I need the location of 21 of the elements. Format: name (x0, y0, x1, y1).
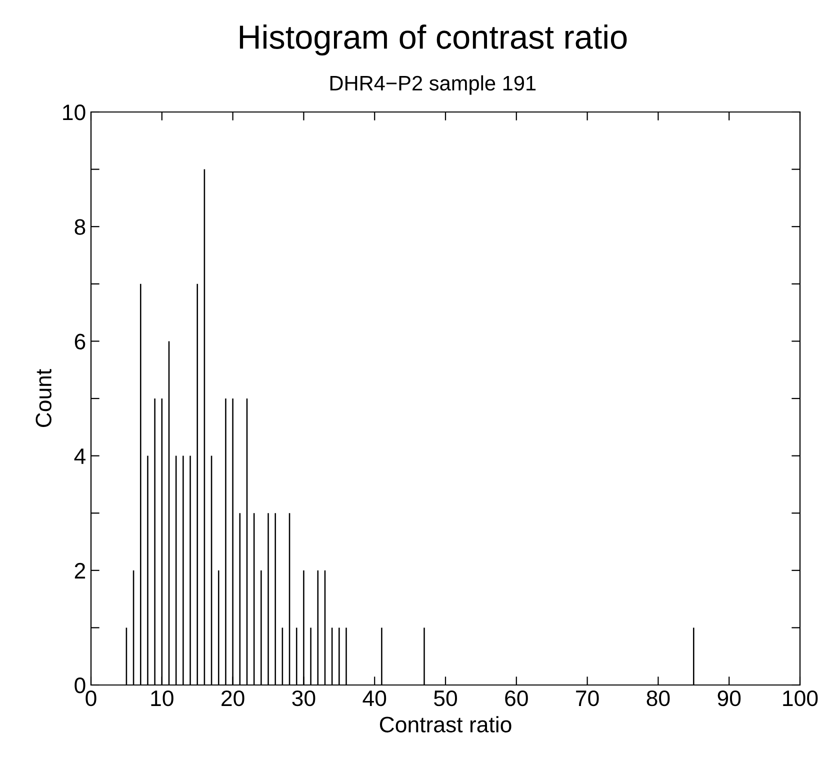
x-axis-title: Contrast ratio (380, 716, 512, 732)
chart-subtitle: DHR4−P2 sample 191 (330, 75, 536, 95)
x-tick-label: 70 (576, 690, 599, 706)
y-tick-label: 2 (74, 562, 86, 578)
chart-title: Histogram of contrast ratio (240, 24, 627, 56)
y-tick-label: 8 (74, 219, 86, 235)
x-tick-label: 10 (151, 690, 174, 706)
x-tick-label: 50 (434, 690, 457, 706)
y-tick-label: 4 (74, 448, 86, 464)
x-tick-label: 20 (222, 690, 244, 706)
x-tick-label: 30 (292, 690, 316, 706)
y-axis-title: Count (36, 369, 52, 428)
x-tick-label: 90 (718, 690, 741, 706)
x-tick-label: 80 (646, 690, 670, 706)
y-tick-label: 6 (74, 334, 86, 350)
x-tick-label: 60 (505, 690, 528, 706)
x-tick-label: 0 (86, 690, 96, 706)
y-tick-label: 10 (63, 104, 86, 120)
x-tick-label: 40 (362, 690, 386, 706)
y-tick-label: 0 (74, 678, 86, 694)
x-tick-label: 100 (783, 690, 818, 706)
